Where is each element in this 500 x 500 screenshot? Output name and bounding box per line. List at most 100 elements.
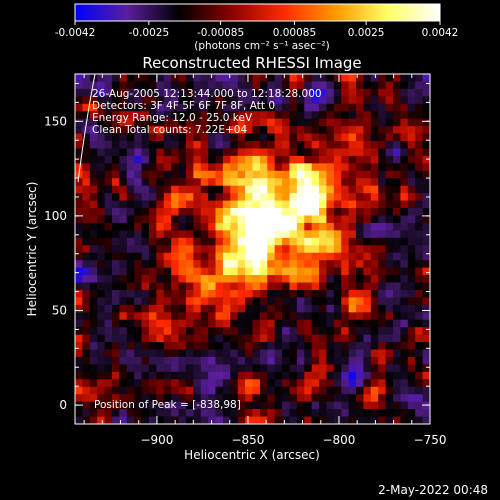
heatmap-cell bbox=[237, 394, 246, 403]
heatmap-cell bbox=[319, 133, 328, 142]
heatmap-cell bbox=[311, 379, 320, 388]
heatmap-cell bbox=[200, 148, 209, 157]
colorbar-tick-label: 0.00085 bbox=[273, 27, 316, 39]
heatmap-cell bbox=[134, 118, 143, 127]
heatmap-cell bbox=[193, 289, 202, 299]
heatmap-cell bbox=[274, 319, 283, 328]
heatmap-cell bbox=[75, 126, 83, 135]
heatmap-cell bbox=[148, 356, 157, 366]
heatmap-cell bbox=[267, 126, 276, 135]
heatmap-cell bbox=[89, 170, 98, 179]
heatmap-cell bbox=[163, 267, 172, 276]
heatmap-cell bbox=[311, 252, 320, 261]
heatmap-cell bbox=[400, 215, 409, 224]
heatmap-cell bbox=[422, 267, 430, 276]
annotation-clean: Clean Total counts: 7.22E+04 bbox=[92, 124, 247, 136]
heatmap-cell bbox=[341, 103, 350, 112]
heatmap-cell bbox=[104, 342, 113, 351]
heatmap-cell bbox=[111, 319, 120, 328]
heatmap-cell bbox=[289, 163, 298, 172]
heatmap-cell bbox=[134, 304, 143, 313]
heatmap-cell bbox=[363, 185, 372, 194]
heatmap-cell bbox=[111, 88, 120, 97]
heatmap-cell bbox=[400, 342, 409, 351]
heatmap-cell bbox=[245, 282, 254, 291]
heatmap-cell bbox=[126, 304, 135, 313]
heatmap-cell bbox=[237, 416, 246, 424]
heatmap-cell bbox=[200, 304, 209, 313]
heatmap-cell bbox=[311, 371, 320, 380]
heatmap-cell bbox=[378, 386, 387, 395]
heatmap-cell bbox=[267, 103, 276, 112]
heatmap-cell bbox=[296, 349, 305, 358]
heatmap-cell bbox=[222, 208, 231, 217]
heatmap-cell bbox=[178, 170, 187, 179]
heatmap-cell bbox=[163, 133, 172, 142]
heatmap-cell bbox=[393, 222, 402, 231]
heatmap-cell bbox=[134, 74, 143, 83]
heatmap-cell bbox=[415, 252, 424, 261]
heatmap-cell bbox=[259, 74, 268, 83]
heatmap-cell bbox=[237, 81, 246, 90]
heatmap-cell bbox=[89, 356, 98, 366]
heatmap-cell bbox=[178, 275, 187, 284]
heatmap-cell bbox=[252, 260, 261, 269]
heatmap-cell bbox=[378, 282, 387, 291]
x-tick-label: −900 bbox=[140, 433, 173, 447]
heatmap-cell bbox=[237, 334, 246, 343]
heatmap-cell bbox=[422, 133, 430, 142]
heatmap-cell bbox=[274, 88, 283, 97]
heatmap-cell bbox=[89, 215, 98, 224]
heatmap-cell bbox=[378, 163, 387, 172]
heatmap-cell bbox=[171, 342, 180, 351]
heatmap-cell bbox=[75, 163, 83, 172]
heatmap-cell bbox=[97, 401, 106, 410]
heatmap-cell bbox=[193, 200, 202, 209]
heatmap-cell bbox=[148, 334, 157, 343]
heatmap-cell bbox=[363, 163, 372, 172]
heatmap-cell bbox=[185, 88, 194, 97]
heatmap-cell bbox=[185, 304, 194, 313]
heatmap-cell bbox=[156, 342, 165, 351]
heatmap-cell bbox=[415, 319, 424, 328]
heatmap-cell bbox=[193, 118, 202, 127]
heatmap-cell bbox=[296, 237, 305, 246]
heatmap-cell bbox=[89, 312, 98, 321]
heatmap-cell bbox=[267, 356, 276, 366]
heatmap-cell bbox=[407, 289, 416, 299]
heatmap-cell bbox=[363, 401, 372, 410]
colorbar-tick-label: 0.0042 bbox=[422, 27, 459, 39]
heatmap-cell bbox=[304, 356, 313, 366]
heatmap-cell bbox=[97, 319, 106, 328]
heatmap-cell bbox=[185, 275, 194, 284]
heatmap-cell bbox=[148, 185, 157, 194]
heatmap-cell bbox=[259, 178, 268, 187]
heatmap-cell bbox=[311, 416, 320, 424]
heatmap-cell bbox=[311, 193, 320, 202]
heatmap-cell bbox=[75, 141, 83, 150]
heatmap-cell bbox=[304, 334, 313, 343]
heatmap-cell bbox=[311, 230, 320, 239]
x-tick-label: −750 bbox=[414, 433, 447, 447]
heatmap-cell bbox=[119, 222, 128, 231]
heatmap-cell bbox=[415, 379, 424, 388]
heatmap-cell bbox=[296, 409, 305, 418]
heatmap-cell bbox=[245, 275, 254, 284]
heatmap-cell bbox=[319, 260, 328, 269]
heatmap-cell bbox=[141, 111, 150, 120]
heatmap-cell bbox=[119, 126, 128, 135]
heatmap-cell bbox=[422, 349, 430, 358]
heatmap-cell bbox=[363, 312, 372, 321]
heatmap-cell bbox=[370, 118, 379, 127]
heatmap-cell bbox=[245, 409, 254, 418]
heatmap-cell bbox=[237, 282, 246, 291]
heatmap-cell bbox=[385, 319, 394, 328]
heatmap-cell bbox=[289, 133, 298, 142]
heatmap-cell bbox=[156, 379, 165, 388]
heatmap-cell bbox=[385, 126, 394, 135]
heatmap-cell bbox=[89, 118, 98, 127]
heatmap-cell bbox=[252, 208, 261, 217]
heatmap-cell bbox=[415, 222, 424, 231]
heatmap-cell bbox=[148, 118, 157, 127]
heatmap-cell bbox=[341, 141, 350, 150]
